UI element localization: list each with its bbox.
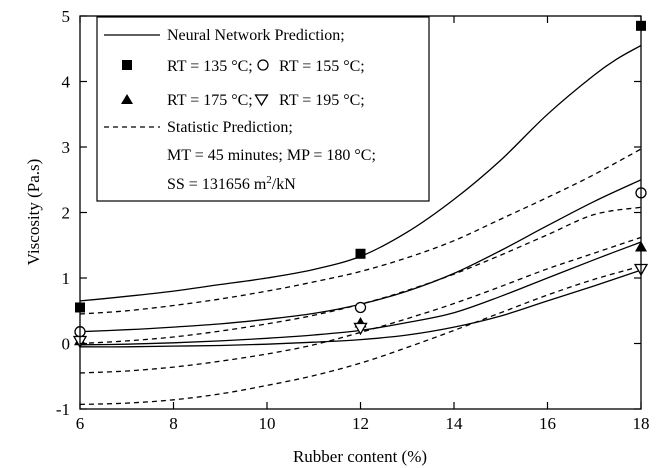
y-tick-label-2: 2: [62, 204, 71, 223]
legend-rt155-label: RT = 155 °C;: [279, 58, 365, 75]
y-tick-label-3: 3: [62, 138, 71, 157]
plot-layer: [72, 20, 649, 406]
legend-square-marker: [122, 60, 132, 70]
legend-rt195-label: RT = 195 °C;: [279, 92, 365, 109]
y-tick-label-4: 4: [62, 73, 71, 92]
legend-nn-label: Neural Network Prediction;: [167, 27, 345, 44]
y-axis-label: Viscosity (Pa.s): [24, 159, 43, 266]
data-point-open-circle-2: [354, 301, 367, 314]
y-tick-label-5: 5: [62, 7, 71, 26]
x-tick-label-12: 12: [352, 414, 369, 433]
legend-rt135-label: RT = 135 °C;: [167, 58, 253, 75]
legend-triangle-down-marker: [254, 94, 269, 107]
legend-stat-label: Statistic Prediction;: [167, 119, 293, 136]
legend-box: [96, 16, 430, 202]
x-tick-label-18: 18: [633, 414, 650, 433]
x-tick-label-8: 8: [169, 414, 178, 433]
x-tick-label-14: 14: [446, 414, 464, 433]
x-axis-label: Rubber content (%): [293, 447, 427, 466]
legend-circle-marker: [257, 59, 269, 71]
legend-conditions-line2: SS = 131656 m2/kN: [167, 174, 296, 193]
statistic-prediction-line-1: [80, 148, 641, 315]
x-tick-label-6: 6: [76, 414, 85, 433]
legend: Neural Network Prediction; RT = 135 °C; …: [96, 16, 430, 202]
y-tick-label-1: 1: [62, 269, 71, 288]
x-tick-label-16: 16: [539, 414, 556, 433]
legend-conditions-line1: MT = 45 minutes; MP = 180 °C;: [167, 147, 376, 164]
data-point-filled-square-2: [355, 248, 366, 259]
legend-triangle-marker: [121, 94, 133, 104]
legend-rt175-label: RT = 175 °C;: [167, 92, 253, 109]
neural-network-line-4: [80, 269, 641, 348]
data-point-open-triangle-down-2: [353, 322, 368, 336]
neural-network-line-1: [80, 44, 641, 302]
y-tick-label--1: -1: [56, 400, 70, 419]
statistic-prediction-line-4: [80, 265, 641, 406]
x-tick-label-10: 10: [259, 414, 276, 433]
statistic-prediction-line-3: [80, 236, 641, 374]
y-tick-label-0: 0: [62, 335, 71, 354]
